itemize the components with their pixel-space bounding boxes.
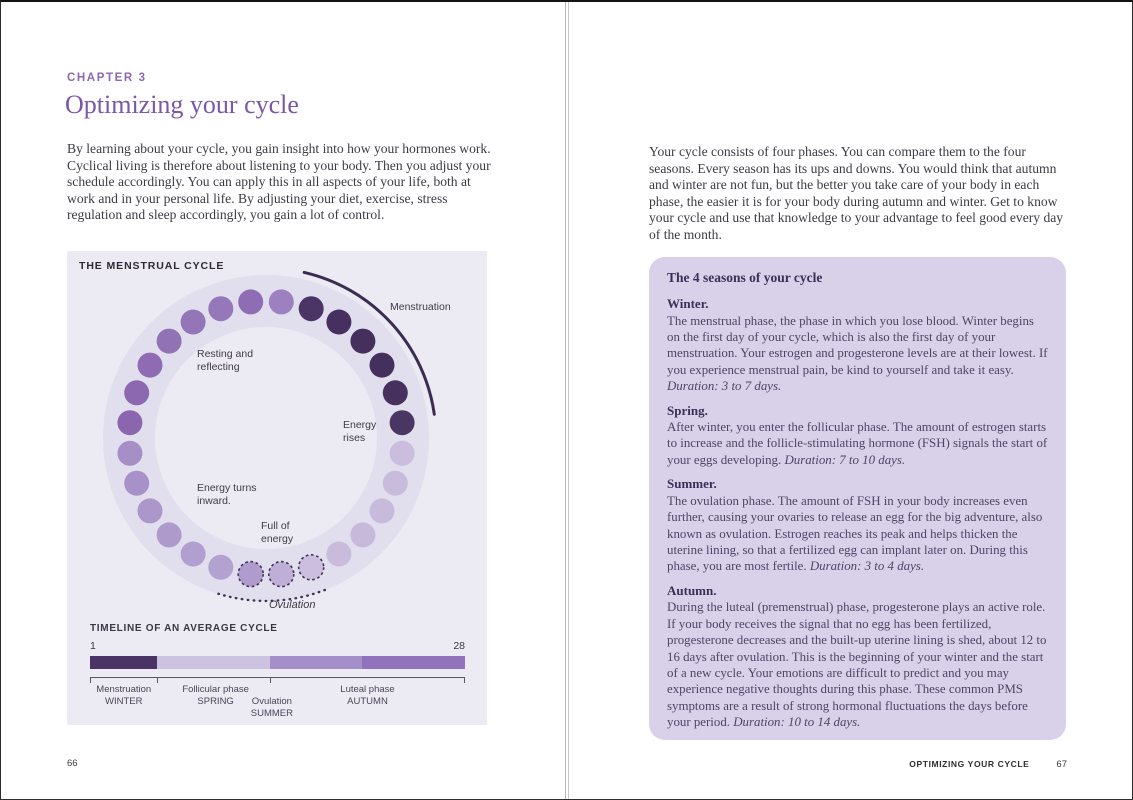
season-body-text: During the luteal (premenstrual) phase, … [667,600,1047,730]
timeline-label-menstruation: Menstruation WINTER [96,684,152,707]
cycle-dot [208,296,234,322]
cycle-dot [117,440,143,466]
cycle-ring [103,275,429,601]
cycle-dot [237,560,264,588]
page-divider [565,2,569,799]
timeline-segment [361,656,465,669]
right-page-number: 67 [1056,759,1067,770]
season-duration: Duration: 10 to 14 days. [733,715,861,730]
cycle-dot [117,410,143,436]
cycle-dot [208,554,234,580]
label-energy-turns-inward: Energy turns inward. [197,482,257,507]
left-intro-paragraph: By learning about your cycle, you gain i… [67,141,491,223]
running-head: OPTIMIZING YOUR CYCLE [909,759,1030,769]
season-summer: Summer. The ovulation phase. The amount … [667,476,1043,574]
cycle-dot [326,541,352,567]
cycle-dot [156,522,182,548]
timeline-segment [156,656,271,669]
season-body-text: The menstrual phase, the phase in which … [667,313,1048,377]
label-resting-and-reflecting: Resting and reflecting [197,348,254,373]
label-ovulation: Ovulation [269,599,316,611]
cycle-dot [326,309,352,335]
timeline-label-luteal: Luteal phase AUTUMN [340,684,395,707]
cycle-dot [350,328,376,354]
season-spring: Spring. After winter, you enter the foll… [667,402,1048,467]
cycle-diagram-card: THE MENSTRUAL CYCLE Menstruation Resting… [67,251,487,725]
cycle-dot [137,352,163,378]
timeline-day-1: 1 [90,640,96,652]
four-seasons-box: The 4 seasons of your cycle Winter. The … [649,257,1066,740]
cycle-dot [298,296,324,322]
left-page-number: 66 [67,758,78,769]
diagram-title: THE MENSTRUAL CYCLE [79,260,225,272]
cycle-dot [369,498,395,524]
cycle-dot [389,440,415,466]
timeline-segment [270,656,362,669]
cycle-dot [180,309,206,335]
cycle-dot [180,541,206,567]
cycle-dot [297,553,325,581]
cycle-diagram [103,270,436,603]
cycle-timeline: TIMELINE OF AN AVERAGE CYCLE 1 28 Menstr… [90,623,465,719]
cycle-dot [350,522,376,548]
cycle-dot [156,328,182,354]
label-menstruation: Menstruation [390,301,451,313]
right-intro-paragraph: Your cycle consists of four phases. You … [649,144,1064,242]
right-page-footer: OPTIMIZING YOUR CYCLE 67 [909,759,1067,770]
timeline-label-follicular: Follicular phase SPRING [182,684,249,707]
cycle-dots-group [117,289,415,588]
label-energy-rises: Energy rises [343,419,377,444]
label-full-of-energy: Full of energy [261,520,294,545]
timeline-title: TIMELINE OF AN AVERAGE CYCLE [90,623,278,634]
page-title: Optimizing your cycle [65,90,299,119]
timeline-label-ovulation: Ovulation SUMMER [250,696,293,719]
cycle-dot [137,498,163,524]
seasons-box-title: The 4 seasons of your cycle [667,270,823,285]
season-body-text: The ovulation phase. The amount of FSH i… [667,493,1043,574]
cycle-dot [124,470,150,496]
chapter-label: CHAPTER 3 [67,72,147,84]
season-autumn: Autumn. During the luteal (premenstrual)… [667,582,1047,730]
cycle-dot [268,560,295,588]
timeline-tick [464,677,465,683]
cycle-dot [382,470,408,496]
timeline-tick [270,677,272,683]
cycle-dot [268,289,294,315]
timeline-segment [90,656,157,669]
timeline-tick [90,677,91,683]
timeline-day-28: 28 [453,640,465,652]
season-body-text: After winter, you enter the follicular p… [667,420,1048,467]
cycle-dot [124,380,150,406]
season-duration: Duration: 3 to 7 days. [667,379,782,394]
cycle-dot [238,289,264,315]
timeline-axis [90,677,465,678]
menstruation-arc [302,270,436,416]
cycle-dot [382,380,408,406]
season-duration: Duration: 7 to 10 days. [784,452,906,467]
season-winter: Winter. The menstrual phase, the phase i… [667,296,1048,394]
timeline-bar [90,656,465,669]
cycle-dot [389,410,415,436]
timeline-tick [156,677,158,683]
cycle-dot [369,352,395,378]
ovulation-arc [217,587,329,603]
season-duration: Duration: 3 to 4 days. [809,559,925,574]
